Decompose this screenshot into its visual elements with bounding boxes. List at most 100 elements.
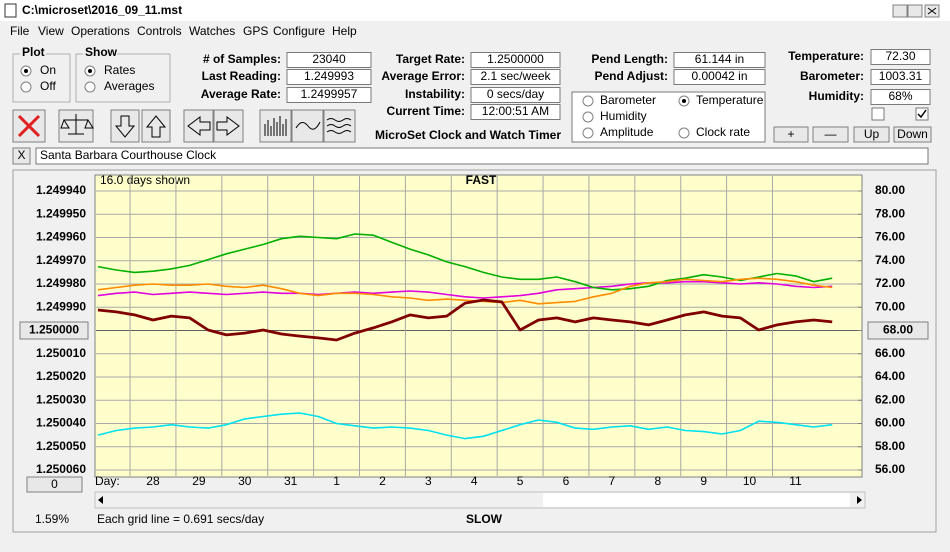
scroll-track[interactable] [543,493,850,507]
right-icon [216,116,240,136]
y2-tick-label: 70.00 [875,299,905,313]
legend-label: Barometer [600,93,656,107]
watch-name-field[interactable] [35,147,929,165]
y-tick-label: 1.249990 [36,299,86,313]
readout-box [470,69,561,85]
readout-value: 1.2500000 [487,52,544,66]
balance-icon [60,114,94,135]
radio[interactable] [678,127,690,139]
legend-label: Amplitude [600,125,654,139]
y2-tick-label: 64.00 [875,369,905,383]
y-tick-label: 1.249960 [36,230,86,244]
x-tick-label: 29 [192,474,206,488]
readout-label: # of Samples: [203,52,281,66]
y-tick-label: 1.250020 [36,369,86,383]
marker-box[interactable] [867,321,929,340]
menu-item[interactable]: Help [332,24,357,38]
readout-label: Humidity: [809,89,864,103]
close-watch-button[interactable] [12,147,31,165]
radio-dot [682,99,686,103]
watch-name: Santa Barbara Courthouse Clock [40,148,217,162]
adjust-button[interactable] [893,126,932,143]
readout-box [673,69,766,85]
radio[interactable] [582,95,594,107]
readout-label: Instability: [405,87,465,101]
menu-item[interactable]: Controls [137,24,182,38]
y2-tick-label: 68.00 [883,323,913,337]
y-tick-label: 1.249940 [36,183,86,197]
y2-tick-label: 74.00 [875,253,905,267]
x-tick-label: 4 [471,474,478,488]
x-tick-label: 2 [379,474,386,488]
grid-note: Each grid line = 0.691 secs/day [97,512,264,526]
wave-icon [295,121,321,130]
menu-item[interactable]: View [38,24,64,38]
plot-group-title: Plot [22,45,45,59]
readout-label: Target Rate: [396,52,465,66]
readout-label: Pend Adjust: [594,69,668,83]
x-tick-label: 5 [517,474,524,488]
days-shown: 16.0 days shown [100,173,190,187]
readout-value: 0.00042 in [691,69,747,83]
bars-icon [264,116,287,136]
group-label-bg [83,47,117,60]
minimize-button[interactable] [892,4,908,18]
legend-label: Clock rate [696,125,750,139]
y2-tick-label: 60.00 [875,416,905,430]
radio[interactable] [20,81,32,93]
readout-box [870,89,931,105]
x-tick-label: 8 [654,474,661,488]
readout-value: 12:00:51 AM [482,104,549,118]
readout-box [470,87,561,103]
readout-label: Temperature: [788,49,864,63]
checkbox[interactable] [871,107,885,121]
readout-label: Average Rate: [201,87,281,101]
y2-tick-label: 80.00 [875,183,905,197]
radio-label: Averages [104,79,154,93]
readout-box [470,104,561,120]
radio-dot [24,69,28,73]
x-axis-label: Day: [95,474,120,488]
offset-button[interactable] [26,476,83,493]
x-tick-label: 9 [700,474,707,488]
readout-value: 1003.31 [879,69,923,83]
readout-value: 61.144 in [695,52,744,66]
waves-button[interactable] [323,109,356,143]
menu-item[interactable]: Configure [273,24,325,38]
radio[interactable] [84,81,96,93]
readout-value: 1.249993 [304,69,354,83]
group-label-bg [20,47,46,60]
series-line [97,412,833,440]
readout-label: Last Reading: [202,69,281,83]
menu-item[interactable]: File [10,24,30,38]
readout-label: Barometer: [800,69,864,83]
adjust-button[interactable] [773,126,809,143]
readout-label: Average Error: [381,69,465,83]
menu-item[interactable]: Operations [71,24,130,38]
checkbox[interactable] [915,107,929,121]
radio[interactable] [582,111,594,123]
up-icon [145,115,167,138]
readout-box [286,52,372,68]
readout-label: Current Time: [387,104,465,118]
menu-item[interactable]: Watches [189,24,235,38]
y2-tick-label: 78.00 [875,206,905,220]
x-tick-label: 6 [563,474,570,488]
y-tick-label: 1.249980 [36,276,86,290]
readout-box [286,69,372,85]
readout-box [470,52,561,68]
menu-item[interactable]: GPS [243,24,268,38]
adjust-button[interactable] [853,126,890,143]
series-line [97,298,833,342]
adjust-button[interactable] [812,126,849,143]
y2-tick-label: 72.00 [875,276,905,290]
radio[interactable] [582,127,594,139]
adjust-label: Down [897,127,928,141]
waves-icon [326,118,352,134]
close-watch-label: X [17,148,25,162]
close-glyph [927,7,937,15]
marker-box[interactable] [19,321,89,340]
y-tick-label: 1.250030 [36,392,86,406]
maximize-button[interactable] [907,4,923,18]
